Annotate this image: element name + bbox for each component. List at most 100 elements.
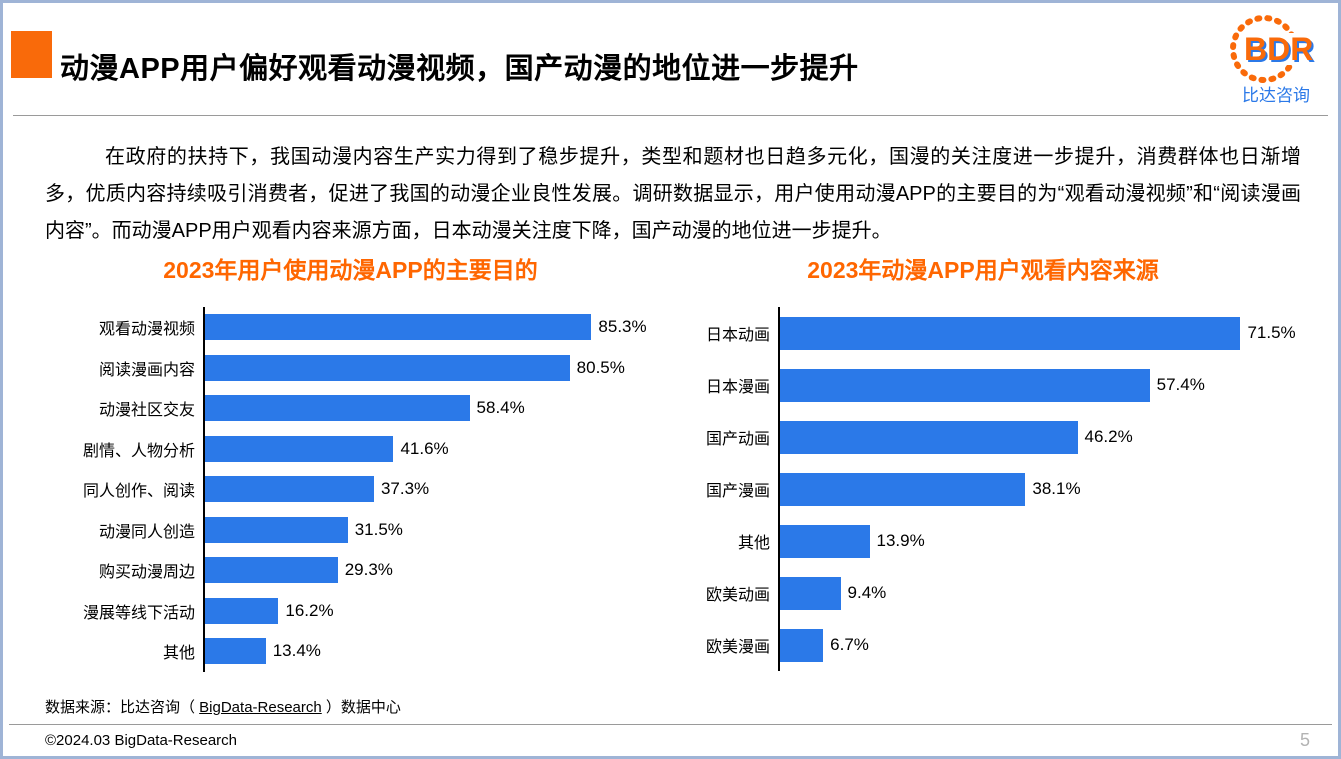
value-label: 38.1% [1032, 479, 1081, 498]
bar-row: 国产动画 46.2% [703, 411, 1263, 463]
bar [205, 476, 374, 503]
value-label: 46.2% [1084, 427, 1133, 446]
bar-track: 31.5% [203, 509, 658, 550]
bar-track: 9.4% [778, 567, 1263, 619]
bar [205, 516, 348, 543]
body-paragraph: 在政府的扶持下，我国动漫内容生产实力得到了稳步提升，类型和题材也日趋多元化，国漫… [45, 146, 1301, 242]
logo-text-shadow: BDR [1246, 33, 1315, 69]
header-divider [13, 115, 1328, 116]
bar-track: 57.4% [778, 359, 1263, 411]
category-label: 动漫社区交友 [98, 402, 195, 420]
bar-row: 日本动画 71.5% [703, 307, 1296, 359]
copyright-text: ©2024.03 BigData-Research [45, 732, 237, 749]
data-source-suffix: ）数据中心 [321, 699, 401, 716]
bar-row: 漫展等线下活动 16.2% [43, 590, 658, 631]
logo-subtext: 比达咨询 [1242, 86, 1310, 105]
bar-row: 动漫同人创造 31.5% [43, 509, 658, 550]
value-label: 9.4% [847, 583, 887, 602]
logo-text: BDR [1244, 31, 1313, 67]
category-label: 动漫同人创造 [98, 523, 195, 541]
chart-rows-right: 日本动画 71.5% 日本漫画 57.4% 国产动画 46.2% 国产漫画 38.1% 其他 13… [703, 307, 1296, 671]
bar-row: 购买动漫周边 29.3% [43, 550, 658, 591]
bar [780, 524, 870, 558]
chart-rows-left: 观看动漫视频 85.3% 阅读漫画内容 80.5% 动漫社区交友 58.4% 剧情、人物分析… [43, 307, 658, 672]
value-label: 80.5% [576, 357, 625, 377]
category-label: 漫展等线下活动 [82, 604, 195, 622]
data-source-prefix: 数据来源：比达咨询（ [45, 699, 200, 716]
category-label: 国产动画 [705, 431, 770, 448]
bar [205, 435, 394, 462]
bar-row: 剧情、人物分析 41.6% [43, 428, 658, 469]
bar [780, 368, 1150, 402]
category-label: 阅读漫画内容 [98, 361, 195, 379]
bar-track: 13.9% [778, 515, 1263, 567]
data-source-name: BigData-Research [199, 699, 322, 716]
bar-track: 29.3% [203, 550, 658, 591]
bar-track: 13.4% [203, 631, 658, 672]
category-label: 其他 [737, 535, 770, 552]
bar [205, 395, 470, 422]
category-label: 欧美漫画 [705, 639, 770, 656]
bar [205, 597, 279, 624]
chart-title-left: 2023年用户使用动漫APP的主要目的 [163, 257, 538, 283]
chart-app-purposes: 2023年用户使用动漫APP的主要目的 观看动漫视频 85.3% 阅读漫画内容 80.… [43, 251, 658, 672]
bar-track: 80.5% [203, 347, 658, 388]
bar-row: 其他 13.9% [703, 515, 1263, 567]
bar-track: 6.7% [778, 619, 1263, 671]
category-label: 国产漫画 [705, 483, 770, 500]
bar-row: 欧美动画 9.4% [703, 567, 1263, 619]
value-label: 58.4% [476, 398, 525, 418]
bar-track: 37.3% [203, 469, 658, 510]
category-label: 观看动漫视频 [98, 321, 195, 339]
data-source-note: 数据来源：比达咨询（ BigData-Research ）数据中心 [45, 696, 401, 717]
bar-row: 动漫社区交友 58.4% [43, 388, 658, 429]
bar [780, 628, 824, 662]
category-label: 同人创作、阅读 [82, 483, 195, 501]
page-title: 动漫APP用户偏好观看动漫视频，国产动漫的地位进一步提升 [60, 53, 859, 85]
value-label: 29.3% [344, 560, 393, 580]
bar-row: 日本漫画 57.4% [703, 359, 1263, 411]
value-label: 31.5% [354, 519, 403, 539]
category-label: 购买动漫周边 [98, 564, 195, 582]
bar-track: 16.2% [203, 590, 658, 631]
value-label: 85.3% [598, 317, 647, 337]
category-label: 剧情、人物分析 [82, 442, 195, 460]
charts-area: 2023年用户使用动漫APP的主要目的 观看动漫视频 85.3% 阅读漫画内容 80.… [43, 251, 1303, 672]
bar-track: 41.6% [203, 428, 658, 469]
bar [205, 557, 338, 584]
bdr-logo-icon: BDR BDR 比达咨询 [1230, 15, 1315, 105]
bar [780, 316, 1241, 350]
value-label: 16.2% [285, 600, 334, 620]
value-label: 37.3% [380, 479, 430, 499]
bar-row: 同人创作、阅读 37.3% [43, 469, 658, 510]
value-label: 6.7% [830, 635, 869, 654]
bar [205, 314, 592, 341]
value-label: 41.6% [400, 438, 449, 458]
bar-row: 其他 13.4% [43, 631, 658, 672]
title-accent-block [11, 31, 52, 78]
bar-track: 85.3% [203, 307, 658, 348]
value-label: 13.4% [272, 641, 321, 661]
page-number: 5 [1299, 730, 1310, 750]
bar-row: 观看动漫视频 85.3% [43, 307, 658, 348]
chart-content-sources: 2023年动漫APP用户观看内容来源 日本动画 71.5% 日本漫画 57.4% 国产动… [703, 251, 1296, 671]
bar-row: 阅读漫画内容 80.5% [43, 347, 658, 388]
bar-track: 46.2% [778, 411, 1263, 463]
chart-title-right: 2023年动漫APP用户观看内容来源 [807, 257, 1159, 283]
category-label: 日本漫画 [705, 379, 770, 396]
value-label: 71.5% [1247, 323, 1296, 342]
value-label: 57.4% [1156, 375, 1205, 394]
bar [205, 638, 266, 665]
category-label: 其他 [162, 645, 195, 663]
bar-track: 58.4% [203, 388, 658, 429]
bar-track: 38.1% [778, 463, 1263, 515]
bdr-logo: BDR BDR 比达咨询 [1222, 9, 1326, 111]
bar-row: 欧美漫画 6.7% [703, 619, 1263, 671]
bar [780, 576, 841, 610]
category-label: 日本动画 [705, 327, 770, 344]
footer-divider [9, 724, 1332, 725]
category-label: 欧美动画 [705, 587, 770, 604]
bar [205, 354, 570, 381]
bar [780, 420, 1078, 454]
